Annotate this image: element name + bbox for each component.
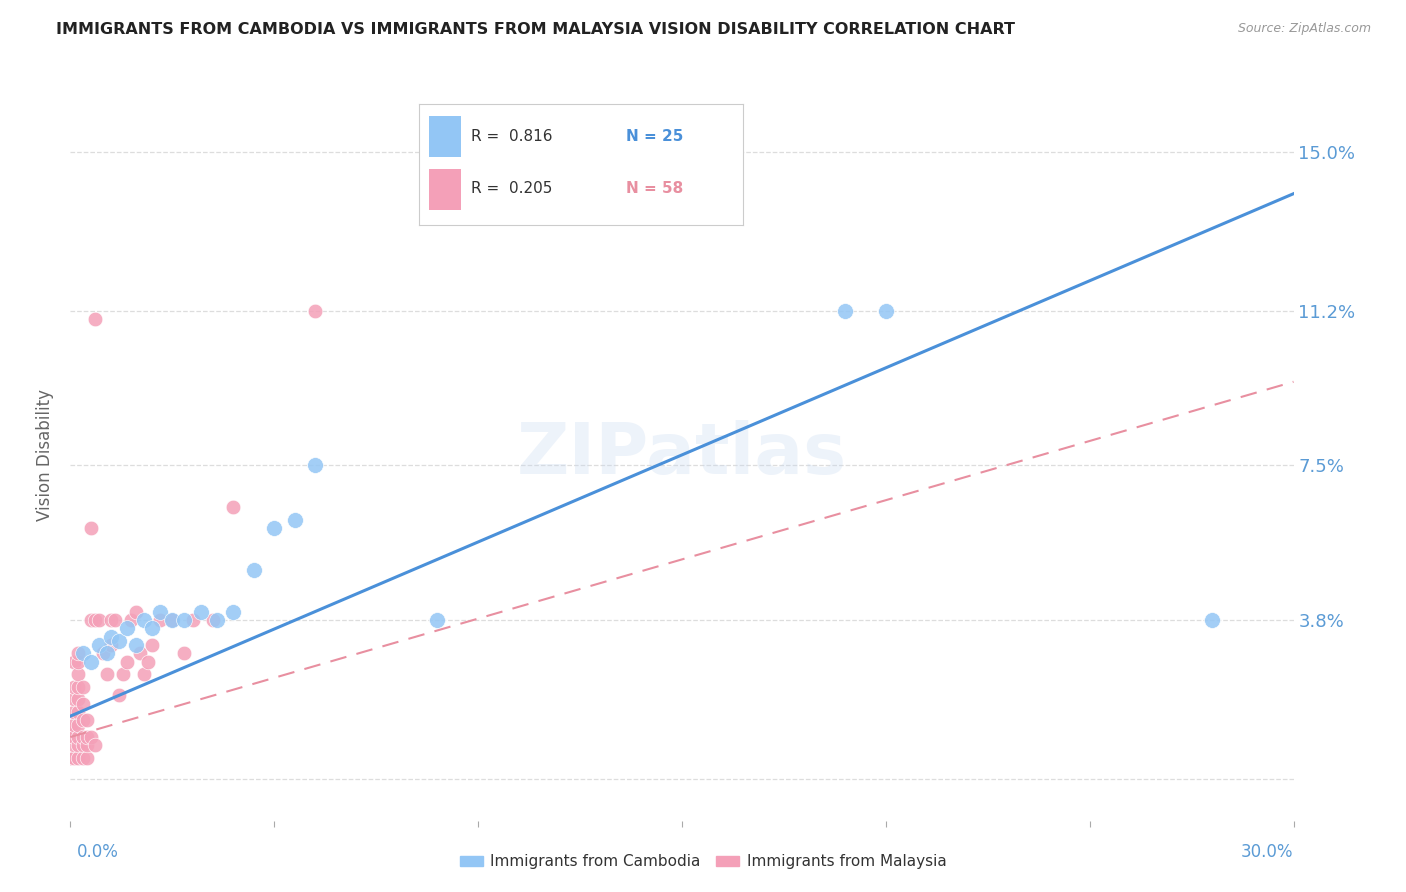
Point [141,621,163,635]
Point [875,303,897,318]
Point [1201,613,1223,627]
Point [263,521,285,535]
Point [63,680,86,694]
Point [83,613,105,627]
Point [112,667,135,681]
Point [222,500,245,515]
Point [128,647,150,661]
Point [91,647,114,661]
Text: Source: ZipAtlas.com: Source: ZipAtlas.com [1237,22,1371,36]
Point [76,714,98,728]
Point [100,630,122,644]
Point [72,680,94,694]
Point [96,647,118,661]
Point [67,717,90,731]
Point [222,605,245,619]
Y-axis label: Vision Disability: Vision Disability [37,389,55,521]
Point [72,739,94,753]
Point [72,697,94,711]
Point [117,655,139,669]
Point [67,692,90,706]
Point [63,751,86,765]
Point [100,613,122,627]
Point [100,638,122,652]
Point [173,647,195,661]
Point [426,613,449,627]
Point [63,705,86,719]
Point [79,655,103,669]
Point [67,647,90,661]
Point [304,303,326,318]
Text: ZIPatlas: ZIPatlas [517,420,846,490]
Point [87,613,110,627]
Point [96,667,118,681]
Point [304,458,326,473]
Point [63,739,86,753]
Point [76,751,98,765]
Point [162,613,183,627]
Point [589,145,612,159]
Point [132,667,155,681]
Point [67,705,90,719]
Point [108,634,131,648]
Point [67,751,90,765]
Legend: Immigrants from Cambodia, Immigrants from Malaysia: Immigrants from Cambodia, Immigrants fro… [454,848,952,875]
Point [243,563,266,577]
Point [67,680,90,694]
Point [67,730,90,744]
Point [173,613,195,627]
Point [72,730,94,744]
Point [59,751,82,765]
Point [136,655,159,669]
Point [76,739,98,753]
Point [205,613,228,627]
Point [117,621,139,635]
Point [834,303,856,318]
Point [79,613,103,627]
Point [284,513,307,527]
Point [162,613,183,627]
Point [121,613,143,627]
Point [104,613,127,627]
Point [124,605,146,619]
Text: 0.0%: 0.0% [77,843,120,861]
Point [141,638,163,652]
Point [67,739,90,753]
Point [124,638,146,652]
Point [79,730,103,744]
Point [202,613,225,627]
Text: 30.0%: 30.0% [1241,843,1294,861]
Point [63,717,86,731]
Point [67,667,90,681]
Text: IMMIGRANTS FROM CAMBODIA VS IMMIGRANTS FROM MALAYSIA VISION DISABILITY CORRELATI: IMMIGRANTS FROM CAMBODIA VS IMMIGRANTS F… [56,22,1015,37]
Point [108,688,131,702]
Point [181,613,204,627]
Point [63,692,86,706]
Point [83,739,105,753]
Point [76,730,98,744]
Point [63,655,86,669]
Point [72,751,94,765]
Point [83,312,105,326]
Point [149,613,172,627]
Point [132,613,155,627]
Point [67,655,90,669]
Point [149,605,172,619]
Point [79,521,103,535]
Point [72,714,94,728]
Point [72,647,94,661]
Point [59,722,82,736]
Point [87,638,110,652]
Point [63,730,86,744]
Point [190,605,212,619]
